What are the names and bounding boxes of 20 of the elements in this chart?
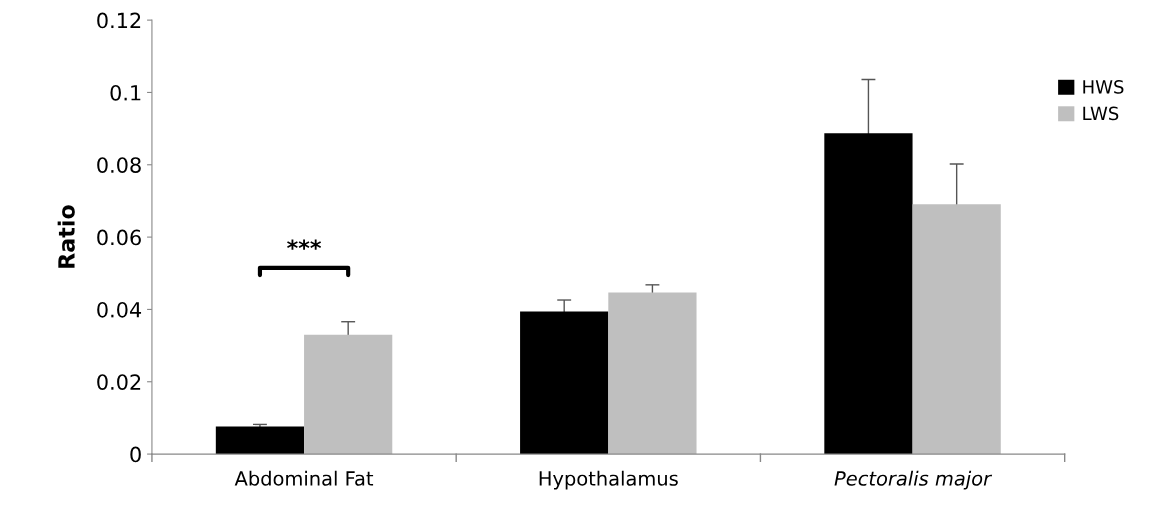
- legend-label: LWS: [1083, 106, 1119, 121]
- x-tick-label: Abdominal Fat: [234, 470, 374, 486]
- bar: [608, 292, 697, 455]
- legend-label: HWS: [1083, 80, 1124, 94]
- bar: [304, 334, 393, 455]
- bar: [824, 133, 913, 455]
- y-tick-label: 0.02: [97, 374, 141, 390]
- y-tick-label: 0.1: [110, 84, 141, 101]
- bar: [912, 204, 1001, 455]
- y-tick-label: 0.12: [97, 12, 141, 29]
- y-tick-label: 0.04: [97, 301, 142, 318]
- annotation: ***: [287, 239, 322, 250]
- x-tick-label: Pectoralis major: [834, 470, 993, 490]
- x-tick-label: Hypothalamus: [539, 470, 678, 490]
- y-tick-label: 0: [130, 446, 141, 463]
- y-axis-title: Ratio: [57, 205, 75, 268]
- bar: [215, 426, 305, 455]
- y-tick-label: 0.06: [97, 229, 141, 246]
- y-tick-label: 0.08: [97, 157, 141, 173]
- bar: [520, 311, 609, 455]
